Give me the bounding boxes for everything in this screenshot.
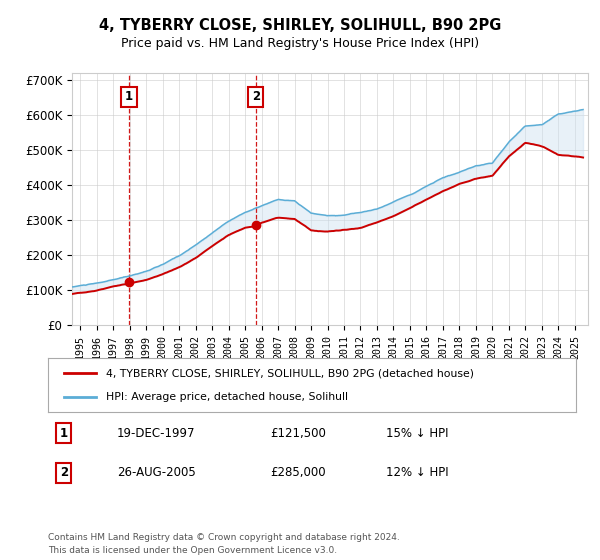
Text: £285,000: £285,000 [270, 466, 325, 479]
Text: 12% ↓ HPI: 12% ↓ HPI [386, 466, 449, 479]
Text: £121,500: £121,500 [270, 427, 326, 440]
Text: 1: 1 [125, 90, 133, 104]
Text: HPI: Average price, detached house, Solihull: HPI: Average price, detached house, Soli… [106, 391, 348, 402]
Text: 15% ↓ HPI: 15% ↓ HPI [386, 427, 448, 440]
Text: 19-DEC-1997: 19-DEC-1997 [116, 427, 195, 440]
Text: Contains HM Land Registry data © Crown copyright and database right 2024.
This d: Contains HM Land Registry data © Crown c… [48, 533, 400, 554]
Text: 1: 1 [60, 427, 68, 440]
Text: Price paid vs. HM Land Registry's House Price Index (HPI): Price paid vs. HM Land Registry's House … [121, 37, 479, 50]
Text: 4, TYBERRY CLOSE, SHIRLEY, SOLIHULL, B90 2PG: 4, TYBERRY CLOSE, SHIRLEY, SOLIHULL, B90… [99, 18, 501, 32]
Text: 26-AUG-2005: 26-AUG-2005 [116, 466, 196, 479]
Text: 2: 2 [60, 466, 68, 479]
Text: 4, TYBERRY CLOSE, SHIRLEY, SOLIHULL, B90 2PG (detached house): 4, TYBERRY CLOSE, SHIRLEY, SOLIHULL, B90… [106, 368, 474, 379]
Text: 2: 2 [252, 90, 260, 104]
